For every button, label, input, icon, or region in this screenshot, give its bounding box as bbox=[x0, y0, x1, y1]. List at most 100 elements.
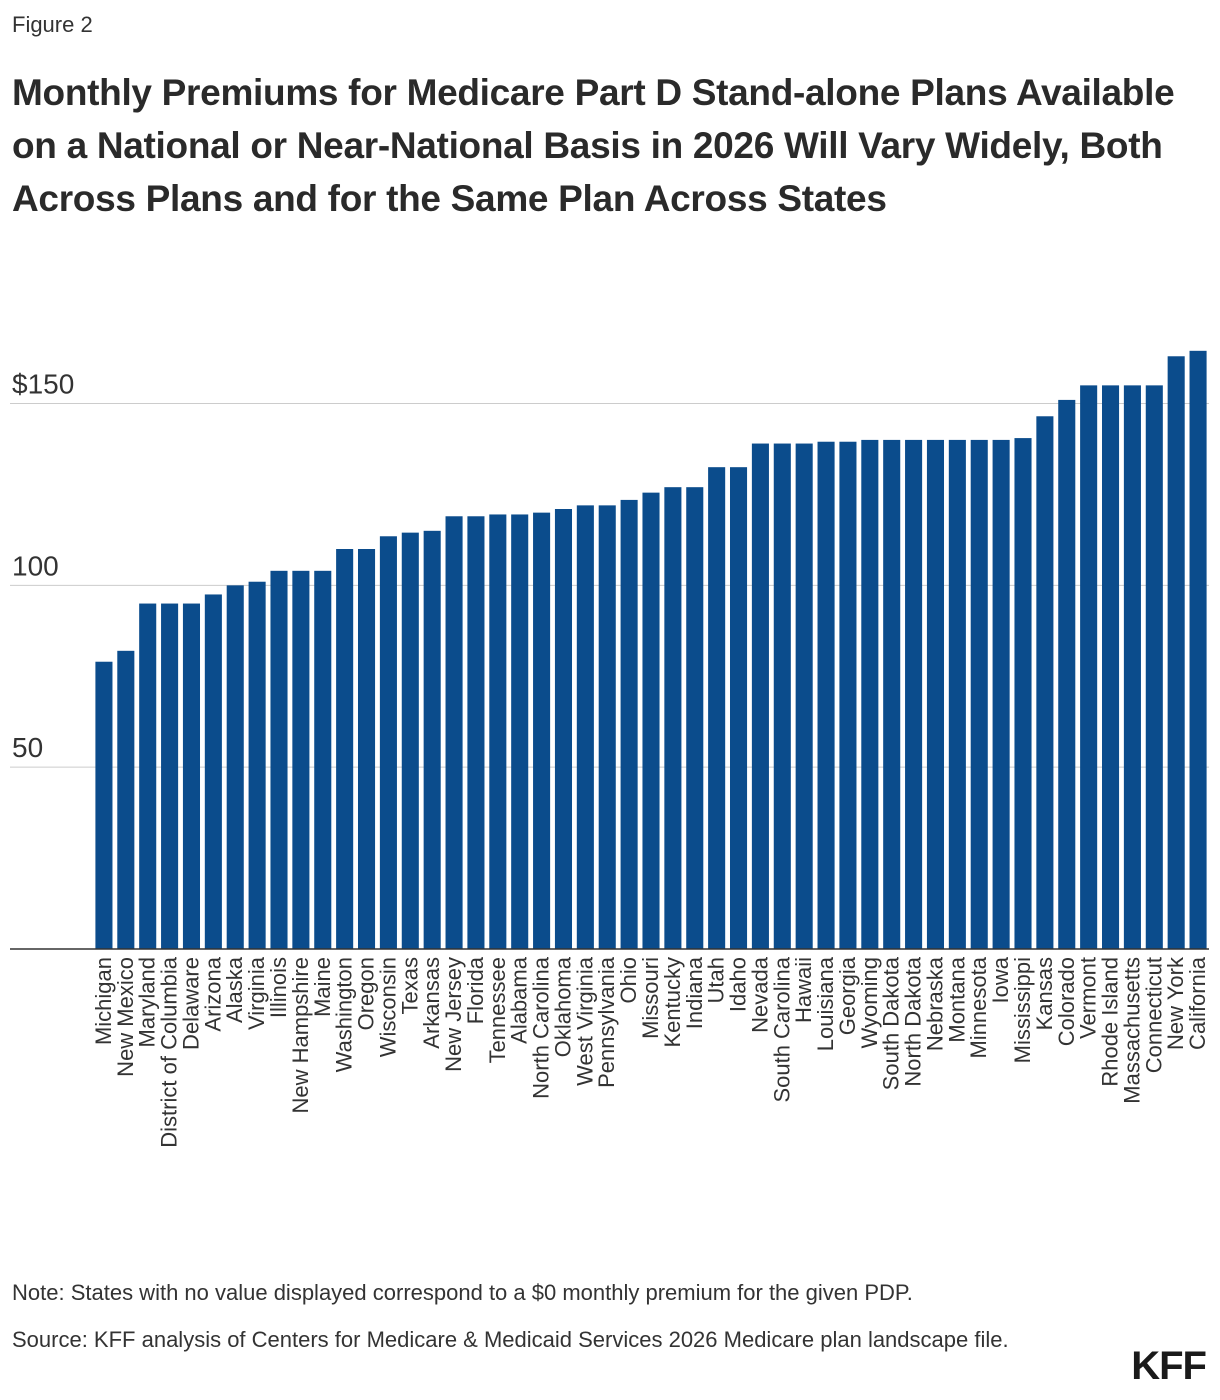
bar bbox=[1145, 385, 1163, 949]
category-label: Oregon bbox=[354, 957, 379, 1030]
bar bbox=[161, 603, 179, 949]
category-label: Nevada bbox=[747, 956, 772, 1033]
bar bbox=[1101, 385, 1120, 949]
category-label: Alaska bbox=[222, 956, 247, 1023]
category-label: Kentucky bbox=[660, 957, 685, 1048]
bar bbox=[1014, 438, 1032, 949]
category-label: Iowa bbox=[988, 956, 1013, 1003]
category-label: New Jersey bbox=[441, 957, 466, 1072]
bar bbox=[642, 492, 660, 949]
category-label: Vermont bbox=[1076, 957, 1101, 1039]
bar bbox=[926, 439, 945, 949]
category-label: Tennessee bbox=[485, 957, 510, 1063]
bar bbox=[1058, 399, 1076, 950]
category-label: Connecticut bbox=[1141, 957, 1166, 1073]
category-label: Massachusetts bbox=[1119, 957, 1144, 1104]
bar bbox=[336, 549, 354, 949]
category-label: Wisconsin bbox=[375, 957, 400, 1057]
category-label: Illinois bbox=[266, 957, 291, 1018]
bar bbox=[467, 516, 485, 949]
category-label: North Carolina bbox=[529, 956, 554, 1099]
category-label: Alabama bbox=[507, 956, 532, 1044]
category-label: California bbox=[1185, 956, 1210, 1050]
bar bbox=[948, 439, 966, 949]
bar bbox=[1167, 356, 1185, 950]
bar bbox=[226, 585, 244, 949]
category-label: Washington bbox=[332, 957, 357, 1072]
bar bbox=[554, 509, 573, 949]
category-label: New York bbox=[1163, 956, 1188, 1050]
y-tick-label: 50 bbox=[12, 732, 43, 763]
figure-label: Figure 2 bbox=[12, 12, 93, 37]
bar bbox=[817, 441, 835, 949]
bar bbox=[401, 532, 419, 949]
bar bbox=[598, 505, 616, 949]
category-label: Maine bbox=[310, 957, 335, 1017]
bar bbox=[992, 439, 1010, 949]
bar bbox=[533, 512, 551, 949]
category-label: Indiana bbox=[682, 956, 707, 1029]
category-label: Texas bbox=[397, 957, 422, 1014]
bar bbox=[1036, 416, 1054, 950]
category-label: Missouri bbox=[638, 957, 663, 1039]
bar bbox=[861, 439, 879, 949]
y-tick-label: $150 bbox=[12, 369, 74, 400]
category-label: Arizona bbox=[200, 956, 225, 1031]
bar bbox=[905, 439, 923, 949]
category-label: South Carolina bbox=[769, 956, 794, 1102]
bar bbox=[292, 570, 310, 949]
category-label: North Dakota bbox=[901, 956, 926, 1086]
bar bbox=[139, 603, 157, 949]
category-label: South Dakota bbox=[879, 956, 904, 1090]
bar bbox=[445, 516, 463, 949]
category-label: Minnesota bbox=[966, 956, 991, 1058]
category-label: Georgia bbox=[835, 956, 860, 1035]
bar bbox=[795, 443, 813, 949]
bar bbox=[117, 650, 135, 949]
bar bbox=[686, 487, 704, 949]
bars bbox=[95, 350, 1207, 950]
bar bbox=[489, 514, 507, 949]
category-label: Oklahoma bbox=[550, 956, 575, 1057]
category-label: Kansas bbox=[1032, 957, 1057, 1030]
category-label: New Hampshire bbox=[288, 957, 313, 1114]
bar bbox=[95, 661, 113, 949]
category-label: New Mexico bbox=[113, 957, 138, 1077]
category-label: Montana bbox=[944, 956, 969, 1042]
category-label: Wyoming bbox=[857, 957, 882, 1049]
category-label: Virginia bbox=[244, 956, 269, 1030]
axes: 50 100 $150 bbox=[10, 369, 1209, 950]
bar bbox=[1123, 385, 1141, 949]
bar bbox=[773, 443, 791, 949]
bar bbox=[182, 603, 201, 949]
bar bbox=[970, 439, 988, 949]
category-label: Maryland bbox=[135, 957, 160, 1047]
category-label: Michigan bbox=[91, 957, 116, 1045]
bar bbox=[1189, 350, 1207, 949]
category-label: Louisiana bbox=[813, 956, 838, 1051]
category-label: Idaho bbox=[726, 957, 751, 1012]
chart-note: Note: States with no value displayed cor… bbox=[12, 1280, 913, 1305]
category-label: District of Columbia bbox=[157, 956, 182, 1147]
category-label: Ohio bbox=[616, 957, 641, 1003]
category-label: Colorado bbox=[1054, 957, 1079, 1046]
category-label: Arkansas bbox=[419, 957, 444, 1049]
category-label: Delaware bbox=[178, 957, 203, 1050]
bar bbox=[379, 536, 397, 949]
bar bbox=[883, 439, 901, 949]
category-label: Mississippi bbox=[1010, 957, 1035, 1063]
bar bbox=[729, 467, 748, 949]
kff-logo: KFF bbox=[1131, 1344, 1207, 1388]
bar bbox=[314, 570, 332, 949]
category-label: Hawaii bbox=[791, 957, 816, 1023]
y-tick-label: 100 bbox=[12, 550, 59, 581]
category-label: Pennsylvania bbox=[594, 956, 619, 1088]
category-label: Utah bbox=[704, 957, 729, 1003]
bar bbox=[204, 594, 222, 949]
bar bbox=[708, 467, 726, 949]
bar bbox=[751, 443, 769, 949]
bar bbox=[270, 570, 288, 949]
bar bbox=[839, 441, 857, 949]
